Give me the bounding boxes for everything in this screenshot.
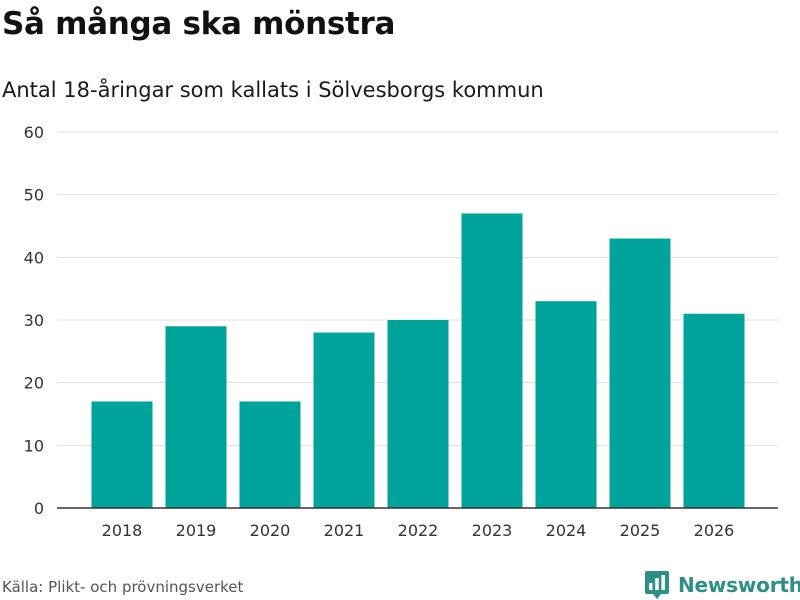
bar-2021 bbox=[313, 332, 375, 508]
bar-2022 bbox=[387, 320, 449, 508]
x-tick-label: 2024 bbox=[546, 521, 587, 540]
bar-2019 bbox=[165, 326, 227, 508]
x-axis-ticks: 2018 2019 2020 2021 2022 2023 2024 2025 2026 bbox=[102, 521, 735, 540]
x-tick-label: 2019 bbox=[176, 521, 217, 540]
x-tick-label: 2025 bbox=[620, 521, 661, 540]
chart-subtitle: Antal 18-åringar som kallats i Sölvesbor… bbox=[2, 78, 544, 102]
bar-2018 bbox=[91, 401, 153, 508]
x-tick-label: 2022 bbox=[398, 521, 439, 540]
x-tick-label: 2018 bbox=[102, 521, 143, 540]
bar-2025 bbox=[609, 238, 671, 509]
y-tick-label: 0 bbox=[34, 499, 44, 518]
bar-2020 bbox=[239, 401, 301, 508]
y-tick-label: 50 bbox=[24, 186, 44, 205]
chart-title: Så många ska mönstra bbox=[2, 6, 396, 42]
y-tick-label: 40 bbox=[24, 248, 44, 267]
y-tick-label: 10 bbox=[24, 436, 44, 455]
bar-2026 bbox=[683, 313, 745, 508]
x-tick-label: 2020 bbox=[250, 521, 291, 540]
x-tick-label: 2023 bbox=[472, 521, 513, 540]
x-tick-label: 2021 bbox=[324, 521, 365, 540]
bar-2023 bbox=[461, 213, 523, 508]
y-tick-label: 30 bbox=[24, 311, 44, 330]
y-tick-label: 20 bbox=[24, 374, 44, 393]
bars bbox=[91, 213, 745, 509]
newsworthy-logo-icon bbox=[645, 571, 669, 599]
x-tick-label: 2026 bbox=[694, 521, 735, 540]
brand-name: Newsworthy bbox=[678, 573, 800, 597]
y-axis-ticks: 0 10 20 30 40 50 60 bbox=[24, 123, 44, 518]
brand-logo[interactable]: Newsworthy bbox=[644, 570, 800, 600]
y-tick-label: 60 bbox=[24, 123, 44, 142]
bar-2024 bbox=[535, 301, 597, 508]
source-note: Källa: Plikt- och prövningsverket bbox=[2, 578, 244, 596]
